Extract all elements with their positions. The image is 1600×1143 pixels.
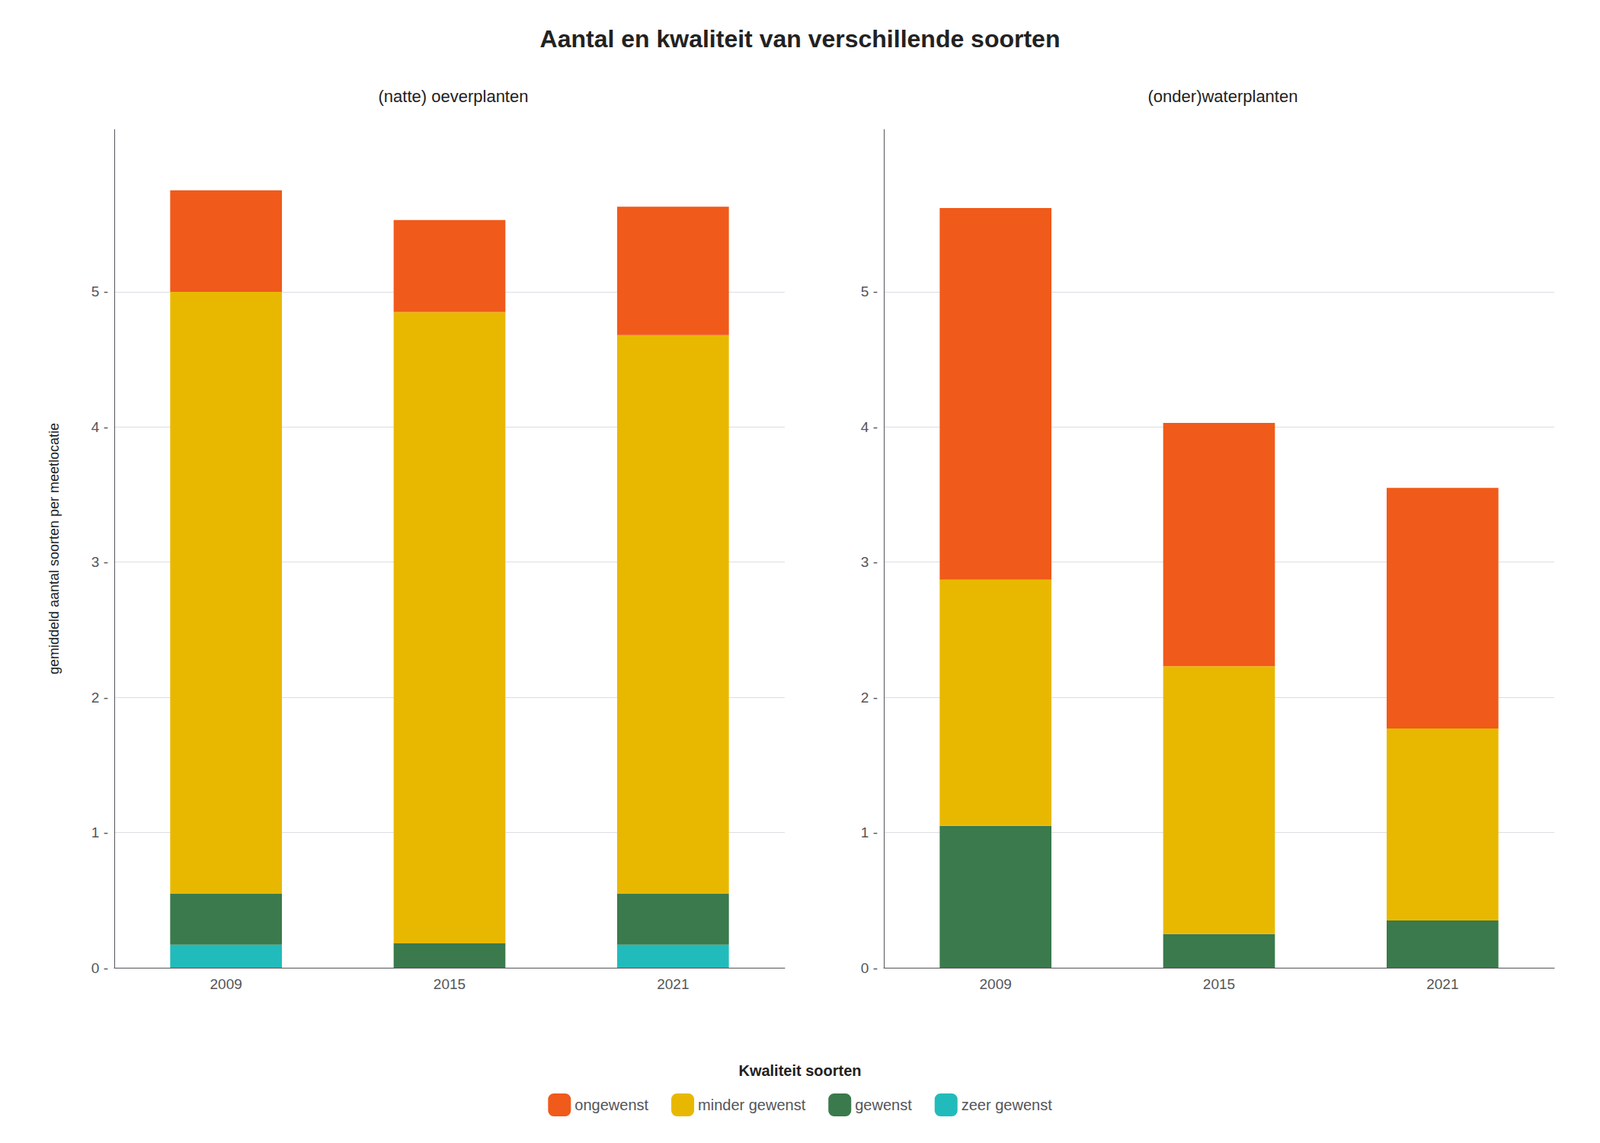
svg-text:5 -: 5 - <box>91 283 109 300</box>
svg-text:1 -: 1 - <box>91 824 109 841</box>
svg-text:gemiddeld aantal soorten per m: gemiddeld aantal soorten per meetlocatie <box>46 422 62 675</box>
svg-text:2015: 2015 <box>1203 976 1236 992</box>
svg-text:2015: 2015 <box>433 976 466 992</box>
svg-text:0 -: 0 - <box>860 960 878 976</box>
svg-text:1 -: 1 - <box>860 824 878 841</box>
svg-text:(onder)waterplanten: (onder)waterplanten <box>1148 86 1299 106</box>
svg-text:2009: 2009 <box>210 976 243 992</box>
svg-text:2009: 2009 <box>979 976 1012 992</box>
svg-text:5 -: 5 - <box>860 283 878 300</box>
svg-text:3 -: 3 - <box>860 553 878 570</box>
svg-text:ongewenst: ongewenst <box>574 1096 649 1114</box>
svg-text:2021: 2021 <box>656 976 689 992</box>
svg-text:Kwaliteit soorten: Kwaliteit soorten <box>738 1062 861 1079</box>
svg-text:Aantal en kwaliteit van versch: Aantal en kwaliteit van verschillende so… <box>540 25 1061 53</box>
svg-text:2021: 2021 <box>1426 976 1459 992</box>
svg-text:4 -: 4 - <box>860 419 878 436</box>
svg-text:2 -: 2 - <box>91 689 109 706</box>
svg-text:zeer gewenst: zeer gewenst <box>961 1096 1053 1114</box>
svg-text:4 -: 4 - <box>91 419 109 436</box>
svg-text:(natte) oeverplanten: (natte) oeverplanten <box>378 86 529 106</box>
svg-text:gewenst: gewenst <box>854 1096 912 1114</box>
svg-text:0 -: 0 - <box>91 960 109 976</box>
svg-text:minder gewenst: minder gewenst <box>697 1096 807 1114</box>
svg-text:2 -: 2 - <box>860 689 878 706</box>
svg-text:3 -: 3 - <box>91 553 109 570</box>
